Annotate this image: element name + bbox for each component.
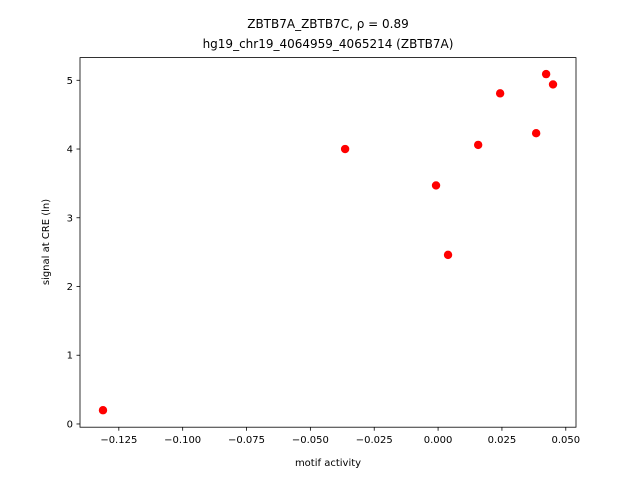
x-tick-label: 0.000	[424, 435, 453, 446]
point	[443, 250, 453, 260]
x-tick-label: −0.050	[292, 435, 329, 446]
y-axis-label: signal at CRE (ln)	[41, 199, 52, 285]
y-tick-label: 5	[67, 76, 73, 87]
x-tick-label: −0.075	[228, 435, 265, 446]
y-tick-label: 0	[67, 419, 73, 430]
point	[98, 406, 108, 415]
y-tick-label: 1	[67, 351, 73, 362]
x-axis-label: motif activity	[295, 458, 361, 469]
point	[473, 140, 483, 150]
point	[495, 89, 505, 98]
x-tick-label: −0.125	[100, 435, 137, 446]
chart-title: ZBTB7A_ZBTB7C, ρ = 0.89	[247, 17, 409, 31]
x-tick-label: −0.025	[356, 435, 393, 446]
plot-frame	[79, 57, 577, 428]
chart-subtitle: hg19_chr19_4064959_4065214 (ZBTB7A)	[203, 37, 454, 51]
y-tick-label: 4	[67, 145, 73, 156]
point	[340, 144, 350, 154]
x-tick-label: 0.025	[488, 435, 517, 446]
point	[541, 69, 551, 79]
y-tick-label: 2	[67, 282, 73, 293]
point	[431, 181, 441, 190]
point	[531, 129, 541, 138]
y-tick-label: 3	[67, 213, 73, 224]
x-tick-label: 0.050	[551, 435, 580, 446]
x-tick-label: −0.100	[164, 435, 201, 446]
point	[548, 80, 558, 89]
